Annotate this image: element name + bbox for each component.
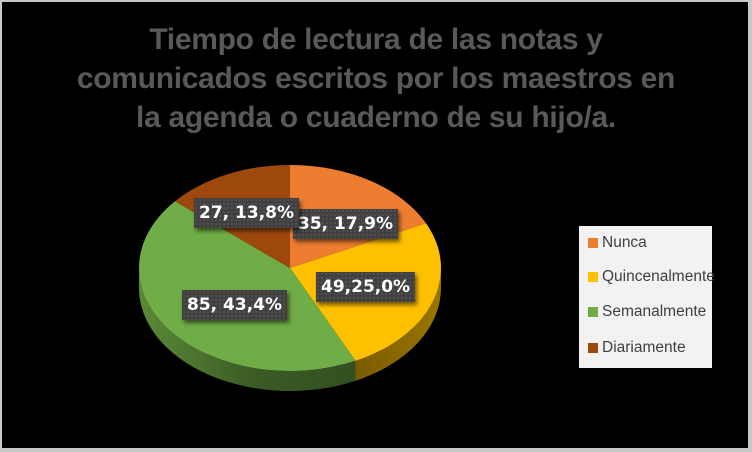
legend-item-diariamente: Diariamente	[588, 339, 686, 357]
data-label-semanalmente: 85, 43,4%	[182, 290, 288, 320]
pie-slice-semanalmente[interactable]	[138, 201, 356, 371]
pie-side-quincenalmente	[355, 268, 441, 381]
data-label-quincenalmente: 49,25,0%	[316, 272, 416, 302]
data-label-diariamente: 27, 13,8%	[194, 198, 300, 228]
legend-swatch-icon	[588, 238, 598, 248]
legend-swatch-icon	[588, 272, 598, 282]
legend-label: Semanalmente	[602, 303, 707, 320]
legend-item-quincenalmente: Quincenalmente	[588, 268, 715, 286]
legend-item-nunca: Nunca	[588, 234, 647, 252]
legend-label: Diariamente	[602, 339, 686, 356]
legend-label: Quincenalmente	[602, 268, 715, 285]
legend-item-semanalmente: Semanalmente	[588, 303, 706, 321]
chart-legend: Nunca Quincenalmente Semanalmente Diaria…	[579, 226, 715, 368]
chart-title: Tiempo de lectura de las notas y comunic…	[0, 20, 752, 137]
legend-label: Nunca	[602, 234, 647, 251]
data-label-nunca: 35, 17,9%	[293, 209, 399, 239]
pie-side-semanalmente	[139, 268, 356, 392]
chart-title-line-1: Tiempo de lectura de las notas y	[149, 23, 603, 56]
chart-title-line-3: la agenda o cuaderno de su hijo/a.	[136, 101, 616, 134]
legend-swatch-icon	[588, 307, 598, 317]
legend-swatch-icon	[588, 343, 598, 353]
chart-title-line-2: comunicados escritos por los maestros en	[76, 62, 676, 95]
